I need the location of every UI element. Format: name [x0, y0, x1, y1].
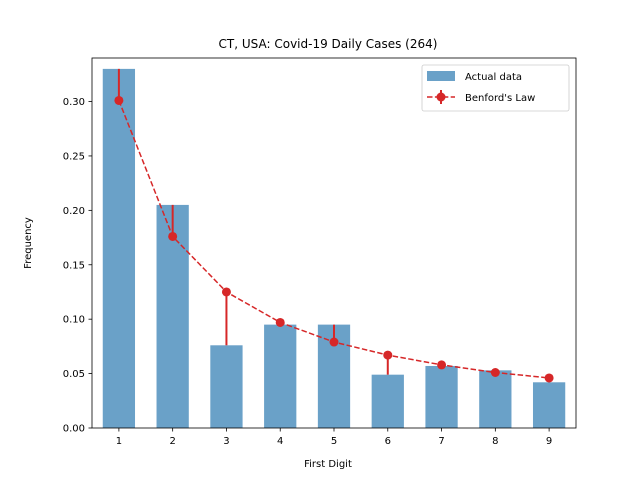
x-tick-label: 1 — [116, 436, 122, 447]
benford-point-digit-2 — [168, 231, 178, 241]
benford-point-digit-5 — [329, 337, 339, 347]
benford-point-digit-3 — [221, 287, 231, 297]
y-tick-label: 0.10 — [63, 315, 85, 326]
x-tick-label: 5 — [331, 436, 337, 447]
bar-digit-9 — [532, 382, 566, 428]
y-tick-label: 0.15 — [63, 260, 85, 271]
x-tick-label: 8 — [492, 436, 498, 447]
benford-point-digit-4 — [275, 317, 285, 327]
bar-digit-1 — [102, 68, 136, 428]
bar-digit-3 — [210, 345, 243, 428]
y-tick-label: 0.20 — [63, 206, 85, 217]
legend: Actual data Benford's Law — [421, 64, 570, 112]
benford-point-digit-7 — [437, 360, 447, 370]
y-tick-label: 0.00 — [63, 424, 85, 435]
x-tick-label: 9 — [546, 436, 552, 447]
plot-area — [91, 57, 577, 429]
bar-digit-2 — [156, 204, 189, 428]
x-axis-label: First Digit — [304, 459, 352, 470]
legend-label-benford: Benford's Law — [465, 93, 535, 104]
x-tick-label: 7 — [438, 436, 444, 447]
chart-title: CT, USA: Covid-19 Daily Cases (264) — [219, 37, 438, 51]
benford-point-digit-9 — [544, 373, 554, 383]
legend-label-actual: Actual data — [465, 72, 522, 83]
y-axis-label: Frequency — [23, 217, 34, 269]
y-tick-label: 0.25 — [63, 151, 85, 162]
x-tick-label: 4 — [277, 436, 283, 447]
legend-box — [421, 64, 570, 112]
bar-digit-8 — [479, 370, 512, 428]
x-tick-label: 3 — [223, 436, 229, 447]
y-axis: 0.00 0.05 0.10 0.15 0.20 0.25 0.30 — [63, 97, 92, 435]
x-axis: 1 2 3 4 5 6 7 8 9 — [116, 428, 552, 447]
benford-point-digit-8 — [490, 368, 500, 377]
benford-point-digit-6 — [383, 350, 393, 360]
y-tick-label: 0.05 — [63, 369, 85, 380]
benford-point-digit-1 — [114, 95, 124, 105]
x-tick-label: 2 — [169, 436, 175, 447]
bar-digit-6 — [371, 374, 404, 428]
y-tick-label: 0.30 — [63, 97, 85, 108]
x-tick-label: 6 — [385, 436, 391, 447]
legend-swatch-benford-marker — [436, 92, 446, 102]
legend-swatch-actual — [427, 71, 455, 81]
bar-digit-7 — [425, 365, 458, 428]
bar-digit-4 — [264, 324, 297, 428]
